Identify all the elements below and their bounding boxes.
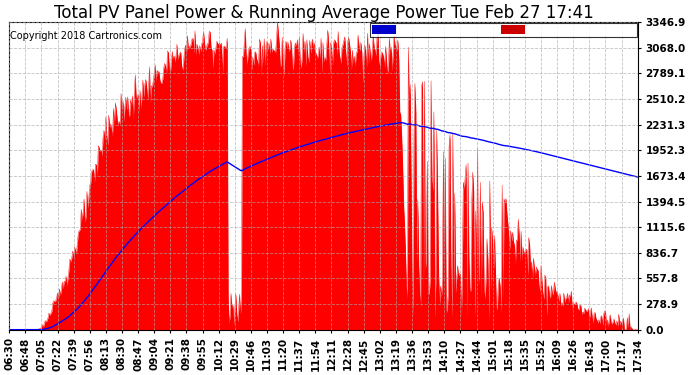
Text: Copyright 2018 Cartronics.com: Copyright 2018 Cartronics.com	[10, 32, 161, 41]
Title: Total PV Panel Power & Running Average Power Tue Feb 27 17:41: Total PV Panel Power & Running Average P…	[54, 4, 593, 22]
Legend: Average  (DC Watts), PV Panels  (DC Watts): Average (DC Watts), PV Panels (DC Watts)	[370, 23, 637, 37]
